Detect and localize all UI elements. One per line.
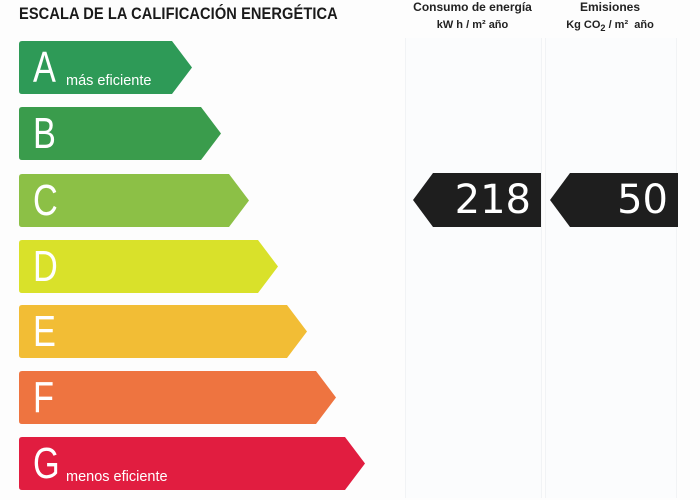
energy-class-description: más eficiente <box>66 73 152 89</box>
energy-class-bar-f: F <box>19 371 336 424</box>
right-arrow-icon <box>19 371 336 424</box>
energy-column-background <box>405 38 542 498</box>
left-arrow-icon <box>413 173 541 227</box>
energy-class-letter: A <box>33 43 56 92</box>
emissions-column-background <box>545 38 677 498</box>
energy-class-letter: B <box>33 109 56 158</box>
right-arrow-icon <box>19 174 249 227</box>
energy-class-letter: E <box>33 307 56 356</box>
energy-class-letter: C <box>33 176 58 225</box>
right-arrow-icon <box>19 305 307 358</box>
emissions-rating-value: 50 <box>617 177 668 223</box>
right-arrow-icon <box>19 107 221 160</box>
unit-subscript: 2 <box>600 23 606 34</box>
emissions-column-unit: Kg CO2 / m² año <box>545 16 675 37</box>
page-title: ESCALA DE LA CALIFICACIÓN ENERGÉTICA <box>19 4 338 23</box>
energy-class-letter: G <box>33 439 60 488</box>
energy-column-unit: kW h / m² año <box>436 19 509 31</box>
energy-rating-arrow: 218 <box>413 173 541 227</box>
right-arrow-icon <box>19 240 278 293</box>
unit-prefix: Kg CO <box>566 19 601 31</box>
energy-class-bar-e: E <box>19 305 307 358</box>
left-arrow-icon <box>550 173 678 227</box>
emissions-rating-arrow: 50 <box>550 173 678 227</box>
emissions-column-label: Emisiones <box>579 0 641 14</box>
energy-class-bar-d: D <box>19 240 278 293</box>
energy-rating-value: 218 <box>454 177 531 223</box>
energy-class-bar-b: B <box>19 107 221 160</box>
right-arrow-icon <box>19 41 192 94</box>
emissions-column-header: Emisiones Kg CO2 / m² año <box>545 0 675 37</box>
right-arrow-icon <box>19 437 365 490</box>
energy-class-letter: D <box>33 242 58 291</box>
energy-class-letter: F <box>33 373 54 422</box>
energy-column-header: Consumo de energía kW h / m² año <box>405 0 540 34</box>
energy-class-bar-c: C <box>19 174 249 227</box>
unit-suffix: / m² año <box>605 19 654 31</box>
energy-column-label: Consumo de energía <box>413 0 532 14</box>
energy-class-description: menos eficiente <box>66 469 168 485</box>
